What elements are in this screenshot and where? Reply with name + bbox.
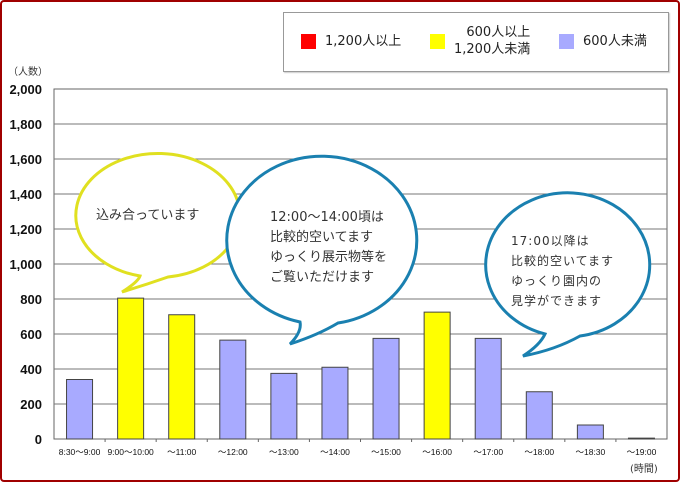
- x-tick-label: ～16:00: [422, 447, 452, 457]
- y-tick-label: 1,400: [9, 187, 42, 202]
- y-tick-label: 800: [20, 292, 42, 307]
- annotation-line: ご覧いただけます: [270, 270, 375, 285]
- annotation-bubble-crowded: [74, 151, 242, 294]
- x-axis-label: (時間): [630, 464, 658, 475]
- bar: [219, 339, 247, 440]
- y-tick-label: 1,800: [9, 117, 42, 132]
- annotation-line: 12:00～14:00頃は: [270, 210, 384, 225]
- y-tick-label: 2,000: [9, 82, 42, 97]
- annotation-line: 17:00以降は: [511, 234, 590, 248]
- x-tick-label: ～15:00: [371, 447, 401, 457]
- annotation-text-midday: 12:00～14:00頃は 比較的空いてます ゆっくり展示物等を ご覧いただけま…: [270, 208, 387, 288]
- x-tick-label: 8:30～9:00: [59, 447, 101, 457]
- legend-item-high: 1,200人以上: [301, 33, 401, 50]
- annotation-bubble-evening: [484, 191, 652, 358]
- y-tick-label: 600: [20, 327, 42, 342]
- annotation-line: ゆっくり展示物等を: [270, 250, 388, 265]
- annotation-text-crowded: 込み合っています: [96, 206, 199, 226]
- bar: [321, 366, 349, 440]
- annotation-line: 比較的空いてます: [511, 254, 615, 268]
- legend-swatch-blue: [559, 34, 574, 49]
- bar: [117, 297, 145, 440]
- legend-item-low: 600人未満: [559, 33, 647, 50]
- x-tick-label: ～13:00: [269, 447, 299, 457]
- y-axis-label: （人数）: [8, 67, 48, 78]
- annotation-line: 見学ができます: [511, 294, 603, 308]
- y-tick-label: 0: [35, 432, 42, 447]
- y-tick-label: 400: [20, 362, 42, 377]
- legend-label: 600人以上 1,200人未満: [454, 24, 530, 58]
- bar: [423, 311, 451, 440]
- bar: [168, 314, 196, 440]
- legend-item-mid: 600人以上 1,200人未満: [430, 24, 530, 58]
- bar: [372, 337, 400, 440]
- annotation-text-evening: 17:00以降は 比較的空いてます ゆっくり園内の 見学ができます: [511, 231, 614, 311]
- legend: 1,200人以上 600人以上 1,200人未満 600人未満: [283, 12, 669, 72]
- legend-swatch-red: [301, 34, 316, 49]
- bar: [627, 437, 655, 440]
- legend-label: 1,200人以上: [325, 34, 402, 49]
- x-tick-label: ～11:00: [167, 447, 196, 457]
- y-tick-label: 200: [20, 397, 42, 412]
- x-tick-label: ～14:00: [320, 447, 350, 457]
- y-tick-label: 1,200: [9, 222, 42, 237]
- legend-label: 600人未満: [583, 34, 647, 49]
- x-tick-label: ～17:00: [473, 447, 503, 457]
- x-tick-label: ～18:00: [524, 447, 554, 457]
- bar: [576, 424, 604, 440]
- x-tick-label: ～12:00: [218, 447, 248, 457]
- bar: [525, 391, 553, 440]
- annotation-bubble-midday: [225, 154, 419, 346]
- annotation-line: 込み合っています: [96, 208, 200, 223]
- legend-label-line1: 600人以上: [466, 25, 531, 40]
- annotation-line: ゆっくり園内の: [511, 274, 603, 288]
- x-tick-label: 9:00～10:00: [107, 447, 154, 457]
- x-tick-label: ～18:30: [575, 447, 605, 457]
- legend-swatch-yellow: [430, 33, 445, 49]
- bar: [270, 372, 298, 440]
- annotation-line: 比較的空いてます: [270, 230, 373, 245]
- x-tick-label: ～19:00: [627, 447, 657, 457]
- y-tick-label: 1,000: [9, 257, 42, 272]
- bar: [66, 379, 94, 440]
- legend-label-line2: 1,200人未満: [454, 42, 531, 57]
- bar: [474, 337, 502, 440]
- y-tick-label: 1,600: [9, 152, 42, 167]
